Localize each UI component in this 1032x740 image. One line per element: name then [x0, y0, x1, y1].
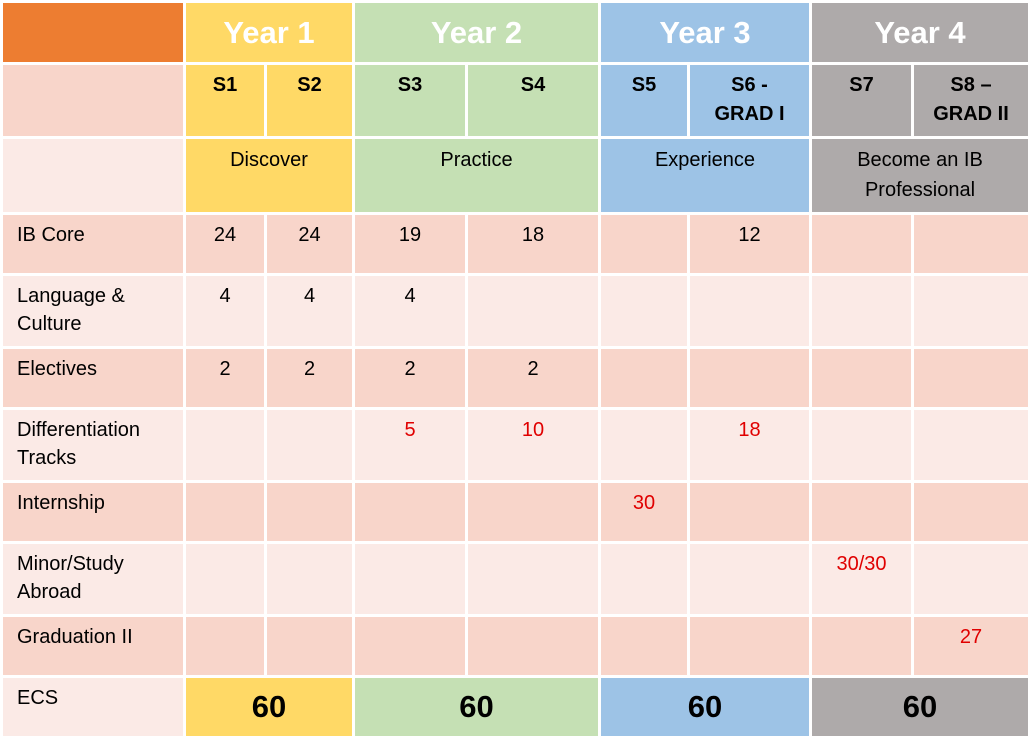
table-cell — [186, 483, 264, 541]
semester-row-label — [3, 65, 183, 136]
row-label-language-culture: Language & Culture — [3, 276, 183, 346]
table-cell: 4 — [267, 276, 352, 346]
table-cell: 24 — [186, 215, 264, 273]
year-1-header: Year 1 — [186, 3, 352, 62]
table-cell — [186, 410, 264, 480]
table-cell: 2 — [468, 349, 598, 407]
phase-become-professional: Become an IB Professional — [812, 139, 1028, 212]
table-cell — [267, 544, 352, 614]
ecs-total-year-2: 60 — [355, 678, 598, 736]
table-cell: 24 — [267, 215, 352, 273]
table-cell — [812, 483, 911, 541]
semester-s6: S6 - GRAD I — [690, 65, 809, 136]
table-cell: 18 — [690, 410, 809, 480]
table-cell — [601, 349, 687, 407]
row-label-graduation-ii: Graduation II — [3, 617, 183, 675]
table-cell — [468, 483, 598, 541]
table-cell — [267, 617, 352, 675]
phase-row-label — [3, 139, 183, 212]
table-cell: 4 — [355, 276, 465, 346]
table-cell — [468, 276, 598, 346]
phase-discover: Discover — [186, 139, 352, 212]
semester-s8: S8 – GRAD II — [914, 65, 1028, 136]
table-cell — [812, 349, 911, 407]
table-cell — [355, 617, 465, 675]
corner-cell — [3, 3, 183, 62]
table-cell: 2 — [267, 349, 352, 407]
table-cell — [468, 617, 598, 675]
table-cell — [267, 483, 352, 541]
row-label-internship: Internship — [3, 483, 183, 541]
year-3-header: Year 3 — [601, 3, 809, 62]
table-cell: 5 — [355, 410, 465, 480]
table-cell — [186, 544, 264, 614]
table-cell: 30 — [601, 483, 687, 541]
table-cell — [355, 483, 465, 541]
phase-experience: Experience — [601, 139, 809, 212]
table-cell — [690, 276, 809, 346]
table-cell — [601, 410, 687, 480]
table-cell — [812, 410, 911, 480]
table-cell — [690, 617, 809, 675]
table-cell — [914, 483, 1028, 541]
ecs-total-year-1: 60 — [186, 678, 352, 736]
table-cell: 27 — [914, 617, 1028, 675]
table-cell — [812, 617, 911, 675]
semester-s5: S5 — [601, 65, 687, 136]
row-label-ib-core: IB Core — [3, 215, 183, 273]
table-cell — [186, 617, 264, 675]
table-cell: 10 — [468, 410, 598, 480]
semester-s3: S3 — [355, 65, 465, 136]
table-cell — [914, 544, 1028, 614]
year-2-header: Year 2 — [355, 3, 598, 62]
table-cell: 19 — [355, 215, 465, 273]
table-cell — [601, 544, 687, 614]
table-cell: 2 — [355, 349, 465, 407]
table-cell — [468, 544, 598, 614]
table-cell — [914, 349, 1028, 407]
table-cell — [690, 483, 809, 541]
curriculum-table: Year 1 Year 2 Year 3 Year 4 S1 S2 S3 S4 … — [3, 3, 1028, 736]
semester-s7: S7 — [812, 65, 911, 136]
row-label-electives: Electives — [3, 349, 183, 407]
table-cell — [690, 349, 809, 407]
row-label-ecs: ECS — [3, 678, 183, 736]
ecs-total-year-3: 60 — [601, 678, 809, 736]
table-cell: 30/30 — [812, 544, 911, 614]
table-cell — [355, 544, 465, 614]
ecs-total-year-4: 60 — [812, 678, 1028, 736]
table-cell: 4 — [186, 276, 264, 346]
table-cell: 2 — [186, 349, 264, 407]
table-cell — [812, 215, 911, 273]
table-cell — [267, 410, 352, 480]
table-cell: 12 — [690, 215, 809, 273]
year-4-header: Year 4 — [812, 3, 1028, 62]
row-label-minor-study-abroad: Minor/Study Abroad — [3, 544, 183, 614]
table-cell — [601, 276, 687, 346]
row-label-differentiation-tracks: Differentiation Tracks — [3, 410, 183, 480]
semester-s4: S4 — [468, 65, 598, 136]
table-cell — [914, 410, 1028, 480]
table-cell — [812, 276, 911, 346]
phase-practice: Practice — [355, 139, 598, 212]
semester-s2: S2 — [267, 65, 352, 136]
table-cell — [601, 215, 687, 273]
semester-s1: S1 — [186, 65, 264, 136]
table-cell — [601, 617, 687, 675]
table-cell: 18 — [468, 215, 598, 273]
table-cell — [914, 215, 1028, 273]
table-cell — [690, 544, 809, 614]
table-cell — [914, 276, 1028, 346]
